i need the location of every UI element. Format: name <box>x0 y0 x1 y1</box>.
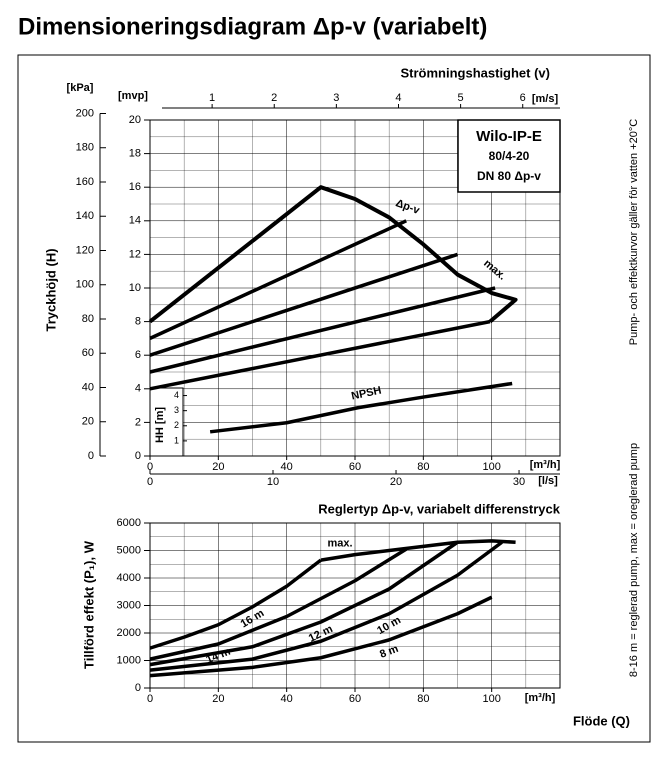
x-tick-label: 40 <box>281 461 293 473</box>
y-tick-label: 20 <box>129 114 141 126</box>
y2-tick-label: 160 <box>76 176 94 188</box>
y3-label: HH [m] <box>154 407 166 443</box>
y-tick-label: 10 <box>129 282 141 294</box>
curve <box>320 539 516 562</box>
y2-tick-label: 100 <box>76 279 94 291</box>
x3-tick-label: 2 <box>271 92 277 104</box>
annotation: max. <box>481 257 508 282</box>
y3-tick-label: 2 <box>174 420 179 430</box>
x-tick-label: 60 <box>349 693 361 705</box>
y2-tick-label: 0 <box>88 450 94 462</box>
y2-tick-label: 40 <box>82 381 94 393</box>
x-label: Flöde (Q) <box>573 713 630 728</box>
y-unit: [mvp] <box>118 90 148 102</box>
y2-unit: [kPa] <box>67 82 94 94</box>
x2-unit: [l/s] <box>538 475 558 487</box>
y-label: Tryckhöjd (H) <box>43 248 58 331</box>
annotation: Δp-v <box>394 197 422 217</box>
x3-tick-label: 3 <box>333 92 339 104</box>
frame <box>17 54 651 743</box>
y-tick-label: 4000 <box>117 572 141 584</box>
x2-tick-label: 30 <box>513 476 525 488</box>
y-tick-label: 2000 <box>117 627 141 639</box>
y-tick-label: 16 <box>129 181 141 193</box>
curve <box>149 540 459 667</box>
title: Dimensioneringsdiagram Δp-v (variabelt) <box>18 13 487 40</box>
y-tick-label: 2 <box>135 416 141 428</box>
y2-tick-label: 20 <box>82 416 94 428</box>
y2-tick-label: 60 <box>82 347 94 359</box>
y3-tick-label: 1 <box>174 435 179 445</box>
x3-label: Strömningshastighet (v) <box>400 65 550 80</box>
y-tick-label: 0 <box>135 682 141 694</box>
y-tick-label: 12 <box>129 248 141 260</box>
y2-tick-label: 180 <box>76 142 94 154</box>
y-tick-label: 18 <box>129 148 141 160</box>
curve <box>148 185 518 324</box>
info-box <box>457 119 561 193</box>
note: Pump- och effektkurvor gäller för vatten… <box>628 119 640 346</box>
x3-tick-label: 1 <box>209 92 215 104</box>
curve <box>149 558 322 650</box>
x3-tick-label: 5 <box>458 92 464 104</box>
curve <box>149 540 503 672</box>
y2-tick-label: 140 <box>76 210 94 222</box>
x-tick-label: 100 <box>482 693 500 705</box>
x2-tick-label: 0 <box>147 476 153 488</box>
curve <box>149 319 491 391</box>
curve <box>149 595 493 678</box>
y2-tick-label: 80 <box>82 313 94 325</box>
info-text: DN 80 Δp-v <box>477 169 541 183</box>
y-label: Tillförd effekt (P₁), W <box>81 540 96 669</box>
x-tick-label: 40 <box>281 693 293 705</box>
x-tick-label: 80 <box>417 461 429 473</box>
x-tick-label: 20 <box>212 461 224 473</box>
y3-tick-label: 4 <box>174 390 179 400</box>
x2-tick-label: 20 <box>390 476 402 488</box>
x-tick-label: 0 <box>147 693 153 705</box>
curve <box>209 381 513 434</box>
x-tick-label: 60 <box>349 461 361 473</box>
y-tick-label: 6000 <box>117 517 141 529</box>
x-tick-label: 80 <box>417 693 429 705</box>
y-tick-label: 3000 <box>117 599 141 611</box>
x3-unit: [m/s] <box>532 93 559 105</box>
npsh-box <box>149 387 184 457</box>
curve <box>149 252 459 357</box>
x-tick-label: 0 <box>147 461 153 473</box>
x3-tick-label: 4 <box>395 92 401 104</box>
x-unit: [m³/h] <box>530 459 561 471</box>
y2-tick-label: 120 <box>76 244 94 256</box>
x-unit: [m³/h] <box>525 692 556 704</box>
subtitle: Reglertyp Δp-v, variabelt differenstryck <box>318 501 561 516</box>
curve <box>149 219 407 340</box>
y2-tick-label: 200 <box>76 107 94 119</box>
y-tick-label: 14 <box>129 215 141 227</box>
y3-tick-label: 3 <box>174 405 179 415</box>
y-tick-label: 1000 <box>117 654 141 666</box>
y-tick-label: 4 <box>135 383 141 395</box>
y-tick-label: 0 <box>135 450 141 462</box>
x-tick-label: 100 <box>482 461 500 473</box>
info-text: 80/4-20 <box>489 149 530 163</box>
y-tick-label: 6 <box>135 349 141 361</box>
x-tick-label: 20 <box>212 693 224 705</box>
curve <box>149 286 496 374</box>
series-label: 8 m <box>378 643 400 661</box>
x2-tick-label: 10 <box>267 476 279 488</box>
series-label: max. <box>327 538 352 550</box>
info-text: Wilo-IP-E <box>476 128 542 145</box>
x3-tick-label: 6 <box>520 92 526 104</box>
curve <box>149 547 408 661</box>
note: 8-16 m = reglerad pump, max = oreglerad … <box>628 443 640 677</box>
y-tick-label: 5000 <box>117 544 141 556</box>
y-tick-label: 8 <box>135 316 141 328</box>
